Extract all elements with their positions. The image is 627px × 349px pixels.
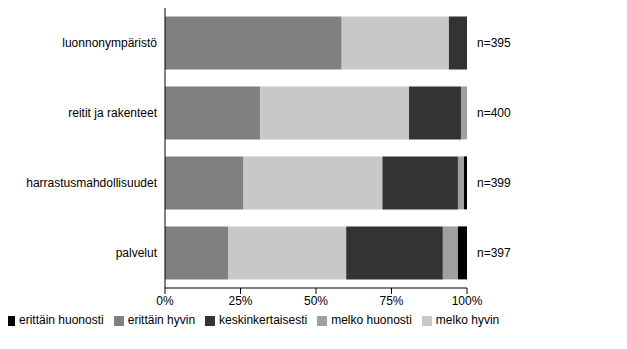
- svg-text:reitit ja rakenteet: reitit ja rakenteet: [68, 106, 157, 120]
- svg-text:25%: 25%: [228, 294, 252, 308]
- svg-text:75%: 75%: [379, 294, 403, 308]
- svg-text:n=395: n=395: [477, 36, 511, 50]
- svg-text:palvelut: palvelut: [116, 246, 158, 260]
- svg-text:0%: 0%: [156, 294, 174, 308]
- svg-text:n=399: n=399: [477, 176, 511, 190]
- html-text:erittäin hyvin: erittäin hyvin: [127, 313, 196, 327]
- html-text:melko hyvin: melko hyvin: [435, 313, 500, 327]
- html-text:keskinkertaisesti: keskinkertaisesti: [219, 313, 308, 327]
- svg-text:50%: 50%: [304, 294, 328, 308]
- svg-text:luonnonympäristö: luonnonympäristö: [62, 36, 157, 50]
- html-text:melko huonosti: melko huonosti: [331, 313, 412, 327]
- svg-text:harrastusmahdollisuudet: harrastusmahdollisuudet: [26, 176, 157, 190]
- svg-text:n=400: n=400: [477, 106, 511, 120]
- html-text:erittäin huonosti: erittäin huonosti: [19, 313, 104, 327]
- svg-text:100%: 100%: [452, 294, 483, 308]
- svg-text:n=397: n=397: [477, 246, 511, 260]
